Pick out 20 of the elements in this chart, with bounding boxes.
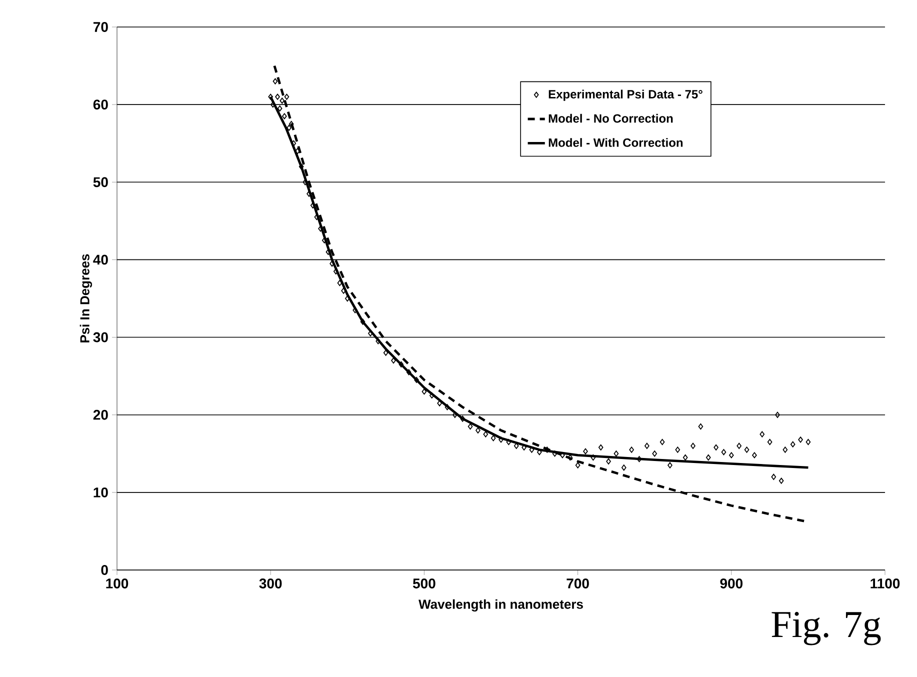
y-tick-label: 30 — [93, 332, 108, 342]
x-tick-label: 700 — [566, 578, 589, 588]
y-axis-title: Psi In Degrees — [80, 254, 92, 342]
x-axis-title: Wavelength in nanometers — [418, 599, 583, 612]
legend-label: Model - With Correction — [548, 138, 683, 147]
x-tick-label: 500 — [412, 578, 436, 588]
caption: Fig. 7g — [772, 612, 881, 646]
x-tick-label: 300 — [259, 578, 282, 588]
y-tick-label: 40 — [93, 254, 108, 265]
y-tick-label: 10 — [94, 487, 108, 498]
y-tick-label: 60 — [93, 100, 108, 110]
legend-label: Experimental Psi Data - 75° — [548, 90, 702, 101]
x-tick-label: 1100 — [870, 578, 900, 588]
y-tick-label: 50 — [93, 177, 108, 188]
y-tick-label: 20 — [93, 410, 108, 420]
y-tick-label: 0 — [101, 565, 108, 575]
x-tick-label: 100 — [106, 578, 128, 588]
y-tick-label: 70 — [93, 22, 108, 32]
x-tick-label: 900 — [720, 578, 743, 588]
legend-label: Model - No Correction — [548, 114, 673, 123]
